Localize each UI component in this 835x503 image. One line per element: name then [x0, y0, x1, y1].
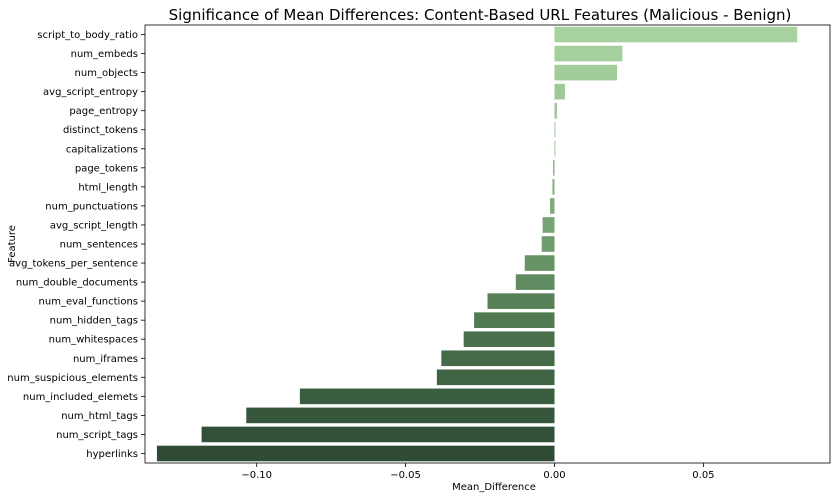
y-tick-label: page_tokens [75, 163, 138, 174]
y-tick-label: num_whitespaces [49, 335, 138, 346]
bar-script-to-body-ratio [554, 26, 798, 43]
x-tick-label: 0.00 [543, 470, 565, 481]
bar-num-hidden-tags [474, 312, 555, 328]
bars-group [156, 26, 798, 462]
y-tick-label: num_script_tags [56, 430, 138, 441]
y-tick-label: script_to_body_ratio [37, 30, 138, 41]
y-tick-label: num_suspicious_elements [7, 373, 138, 384]
bar-num-suspicious-elements [436, 369, 555, 386]
bar-num-sentences [541, 236, 555, 252]
bar-num-html-tags [246, 407, 555, 424]
plot-frame [144, 24, 831, 464]
bar-num-punctuations [550, 198, 555, 214]
bar-num-double-documents [515, 274, 555, 290]
bar-num-included-elemets [299, 388, 555, 405]
y-axis-label: Feature [7, 225, 18, 263]
x-tick-label: −0.10 [241, 470, 272, 481]
y-tick-label: num_included_elemets [23, 392, 138, 403]
bar-avg-tokens-per-sentence [524, 255, 555, 271]
bar-capitalizations [554, 140, 556, 157]
y-tick-label: page_entropy [69, 106, 138, 117]
bar-num-embeds [554, 45, 623, 62]
bar-num-iframes [441, 350, 555, 367]
bar-hyperlinks [156, 445, 555, 462]
y-tick-label: num_punctuations [45, 201, 138, 212]
bar-num-script-tags [201, 426, 555, 443]
y-tick-label: avg_script_entropy [43, 87, 138, 98]
y-tick-label: distinct_tokens [63, 125, 138, 136]
y-tick-label: num_embeds [71, 49, 138, 60]
bar-page-entropy [554, 102, 557, 119]
y-tick-label: hyperlinks [86, 449, 138, 460]
y-tick-label: num_sentences [60, 240, 138, 251]
y-tick-label: capitalizations [66, 144, 138, 155]
x-tick-label: 0.05 [692, 470, 714, 481]
y-tick-label: avg_tokens_per_sentence [9, 259, 138, 270]
bar-html-length [552, 179, 555, 195]
bar-page-tokens [553, 160, 555, 176]
y-tick-label: avg_script_length [50, 220, 138, 231]
bar-avg-script-length [542, 217, 555, 233]
y-tick-label: num_eval_functions [39, 297, 138, 308]
bar-distinct-tokens [554, 121, 556, 138]
x-ticks: −0.10 −0.05 0.00 0.05 [241, 463, 715, 481]
x-axis-label: Mean_Difference [452, 482, 536, 493]
y-tick-label: num_html_tags [61, 411, 138, 422]
chart-title: Significance of Mean Differences: Conten… [169, 6, 792, 24]
y-tick-label: num_hidden_tags [50, 316, 138, 327]
x-tick-label: −0.05 [390, 470, 421, 481]
y-tick-label: num_iframes [73, 354, 138, 365]
bar-num-eval-functions [487, 293, 555, 309]
bar-num-objects [554, 64, 618, 81]
y-tick-labels: script_to_body_ratio num_embeds num_object… [7, 30, 145, 460]
bar-avg-script-entropy [554, 83, 565, 100]
y-tick-label: html_length [78, 182, 138, 193]
bar-num-whitespaces [463, 331, 555, 348]
y-tick-label: num_double_documents [16, 278, 138, 289]
y-tick-label: num_objects [75, 68, 138, 79]
